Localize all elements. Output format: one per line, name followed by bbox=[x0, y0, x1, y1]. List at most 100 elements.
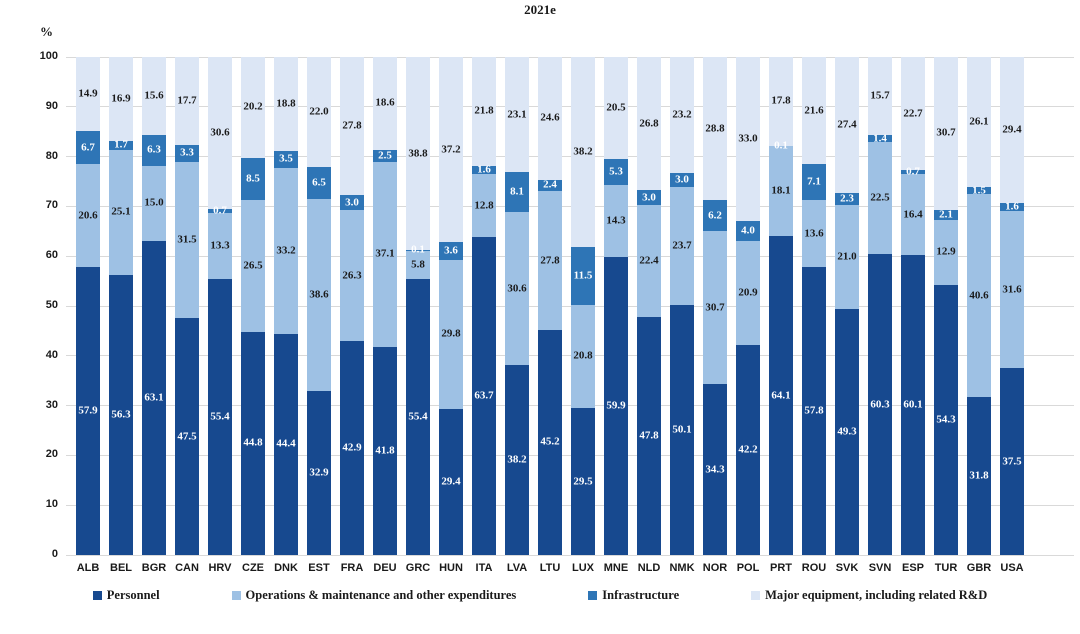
segment-grc-series-3[interactable]: 38.8 bbox=[406, 57, 430, 251]
segment-est-series-1[interactable]: 38.6 bbox=[307, 198, 331, 392]
bar-svn[interactable]: 15.7 1.4 22.5 60.3 bbox=[868, 57, 892, 555]
segment-esp-series-2[interactable]: 0.7 bbox=[901, 166, 925, 177]
segment-nor-series-3[interactable]: 28.8 bbox=[703, 57, 727, 201]
segment-grc-series-1[interactable]: 5.8 bbox=[406, 250, 430, 280]
bar-est[interactable]: 22.0 6.5 38.6 32.9 bbox=[307, 57, 331, 555]
segment-alb-series-1[interactable]: 20.6 bbox=[76, 164, 100, 267]
segment-svk-series-1[interactable]: 21.0 bbox=[835, 204, 859, 310]
segment-nld-series-2[interactable]: 3.0 bbox=[637, 190, 661, 206]
bar-hrv[interactable]: 30.6 0.7 13.3 55.4 bbox=[208, 57, 232, 555]
segment-pol-series-0[interactable]: 42.2 bbox=[736, 345, 760, 555]
segment-nmk-series-1[interactable]: 23.7 bbox=[670, 187, 694, 306]
segment-fra-series-0[interactable]: 42.9 bbox=[340, 341, 364, 555]
segment-usa-series-1[interactable]: 31.6 bbox=[1000, 211, 1024, 369]
segment-hrv-series-2[interactable]: 0.7 bbox=[208, 205, 232, 216]
segment-deu-series-1[interactable]: 37.1 bbox=[373, 162, 397, 347]
bar-fra[interactable]: 27.8 3.0 26.3 42.9 bbox=[340, 57, 364, 555]
segment-ita-series-2[interactable]: 1.6 bbox=[472, 164, 496, 175]
bar-tur[interactable]: 30.7 2.1 12.9 54.3 bbox=[934, 57, 958, 555]
segment-rou-series-1[interactable]: 13.6 bbox=[802, 199, 826, 268]
segment-bgr-series-3[interactable]: 15.6 bbox=[142, 57, 166, 135]
segment-ltu-series-0[interactable]: 45.2 bbox=[538, 329, 562, 555]
segment-svn-series-3[interactable]: 15.7 bbox=[868, 57, 892, 136]
bar-esp[interactable]: 22.7 0.7 16.4 60.1 bbox=[901, 57, 925, 555]
segment-dnk-series-1[interactable]: 33.2 bbox=[274, 168, 298, 334]
segment-est-series-3[interactable]: 22.0 bbox=[307, 57, 331, 167]
segment-usa-series-0[interactable]: 37.5 bbox=[1000, 368, 1024, 555]
segment-alb-series-0[interactable]: 57.9 bbox=[76, 266, 100, 555]
bar-nld[interactable]: 26.8 3.0 22.4 47.8 bbox=[637, 57, 661, 555]
segment-hun-series-3[interactable]: 37.2 bbox=[439, 57, 463, 243]
bar-grc[interactable]: 38.8 0.1 5.8 55.4 bbox=[406, 57, 430, 555]
segment-grc-series-0[interactable]: 55.4 bbox=[406, 279, 430, 555]
segment-ita-series-1[interactable]: 12.8 bbox=[472, 173, 496, 238]
bar-pol[interactable]: 33.0 4.0 20.9 42.2 bbox=[736, 57, 760, 555]
segment-fra-series-3[interactable]: 27.8 bbox=[340, 57, 364, 196]
segment-rou-series-3[interactable]: 21.6 bbox=[802, 57, 826, 165]
segment-nld-series-3[interactable]: 26.8 bbox=[637, 57, 661, 191]
segment-lva-series-1[interactable]: 30.6 bbox=[505, 212, 529, 365]
bar-lux[interactable]: 38.2 11.5 20.8 29.5 bbox=[571, 57, 595, 555]
segment-gbr-series-1[interactable]: 40.6 bbox=[967, 194, 991, 397]
segment-pol-series-3[interactable]: 33.0 bbox=[736, 57, 760, 222]
bar-cze[interactable]: 20.2 8.5 26.5 44.8 bbox=[241, 57, 265, 555]
bar-bel[interactable]: 16.9 1.7 25.1 56.3 bbox=[109, 57, 133, 555]
segment-nor-series-1[interactable]: 30.7 bbox=[703, 231, 727, 385]
segment-mne-series-3[interactable]: 20.5 bbox=[604, 57, 628, 160]
segment-bel-series-3[interactable]: 16.9 bbox=[109, 57, 133, 142]
segment-alb-series-2[interactable]: 6.7 bbox=[76, 131, 100, 165]
segment-usa-series-3[interactable]: 29.4 bbox=[1000, 57, 1024, 204]
segment-mne-series-2[interactable]: 5.3 bbox=[604, 159, 628, 186]
bar-gbr[interactable]: 26.1 1.5 40.6 31.8 bbox=[967, 57, 991, 555]
bar-hun[interactable]: 37.2 3.6 29.8 29.4 bbox=[439, 57, 463, 555]
segment-can-series-1[interactable]: 31.5 bbox=[175, 161, 199, 319]
segment-gbr-series-2[interactable]: 1.5 bbox=[967, 185, 991, 196]
segment-hun-series-0[interactable]: 29.4 bbox=[439, 408, 463, 555]
segment-nmk-series-0[interactable]: 50.1 bbox=[670, 305, 694, 555]
segment-deu-series-0[interactable]: 41.8 bbox=[373, 346, 397, 555]
segment-ltu-series-3[interactable]: 24.6 bbox=[538, 57, 562, 180]
bar-nor[interactable]: 28.8 6.2 30.7 34.3 bbox=[703, 57, 727, 555]
bar-prt[interactable]: 17.8 0.1 18.1 64.1 bbox=[769, 57, 793, 555]
segment-bel-series-0[interactable]: 56.3 bbox=[109, 274, 133, 555]
segment-can-series-0[interactable]: 47.5 bbox=[175, 318, 199, 555]
segment-hrv-series-1[interactable]: 13.3 bbox=[208, 212, 232, 280]
segment-svk-series-0[interactable]: 49.3 bbox=[835, 309, 859, 555]
segment-deu-series-2[interactable]: 2.5 bbox=[373, 149, 397, 163]
segment-tur-series-3[interactable]: 30.7 bbox=[934, 57, 958, 210]
segment-pol-series-1[interactable]: 20.9 bbox=[736, 241, 760, 346]
segment-svk-series-3[interactable]: 27.4 bbox=[835, 57, 859, 194]
segment-gbr-series-3[interactable]: 26.1 bbox=[967, 57, 991, 187]
segment-prt-series-3[interactable]: 17.8 bbox=[769, 57, 793, 146]
segment-bgr-series-2[interactable]: 6.3 bbox=[142, 134, 166, 167]
bar-rou[interactable]: 21.6 7.1 13.6 57.8 bbox=[802, 57, 826, 555]
segment-cze-series-3[interactable]: 20.2 bbox=[241, 57, 265, 158]
segment-can-series-3[interactable]: 17.7 bbox=[175, 57, 199, 146]
segment-svk-series-2[interactable]: 2.3 bbox=[835, 193, 859, 205]
segment-nld-series-1[interactable]: 22.4 bbox=[637, 205, 661, 317]
segment-svn-series-0[interactable]: 60.3 bbox=[868, 254, 892, 555]
segment-can-series-2[interactable]: 3.3 bbox=[175, 145, 199, 162]
segment-nor-series-0[interactable]: 34.3 bbox=[703, 384, 727, 555]
segment-esp-series-1[interactable]: 16.4 bbox=[901, 173, 925, 256]
bar-dnk[interactable]: 18.8 3.5 33.2 44.4 bbox=[274, 57, 298, 555]
segment-ltu-series-2[interactable]: 2.4 bbox=[538, 179, 562, 192]
segment-cze-series-2[interactable]: 8.5 bbox=[241, 157, 265, 200]
segment-alb-series-3[interactable]: 14.9 bbox=[76, 57, 100, 132]
segment-ita-series-3[interactable]: 21.8 bbox=[472, 57, 496, 166]
bar-alb[interactable]: 14.9 6.7 20.6 57.9 bbox=[76, 57, 100, 555]
segment-nld-series-0[interactable]: 47.8 bbox=[637, 316, 661, 555]
segment-rou-series-0[interactable]: 57.8 bbox=[802, 267, 826, 555]
segment-tur-series-0[interactable]: 54.3 bbox=[934, 284, 958, 555]
segment-fra-series-2[interactable]: 3.0 bbox=[340, 195, 364, 211]
segment-tur-series-1[interactable]: 12.9 bbox=[934, 220, 958, 285]
bar-ita[interactable]: 21.8 1.6 12.8 63.7 bbox=[472, 57, 496, 555]
bar-ltu[interactable]: 24.6 2.4 27.8 45.2 bbox=[538, 57, 562, 555]
segment-lva-series-3[interactable]: 23.1 bbox=[505, 57, 529, 173]
segment-hrv-series-3[interactable]: 30.6 bbox=[208, 57, 232, 210]
segment-gbr-series-0[interactable]: 31.8 bbox=[967, 396, 991, 555]
segment-est-series-0[interactable]: 32.9 bbox=[307, 391, 331, 555]
segment-cze-series-0[interactable]: 44.8 bbox=[241, 331, 265, 555]
segment-ltu-series-1[interactable]: 27.8 bbox=[538, 191, 562, 330]
segment-nmk-series-3[interactable]: 23.2 bbox=[670, 57, 694, 173]
